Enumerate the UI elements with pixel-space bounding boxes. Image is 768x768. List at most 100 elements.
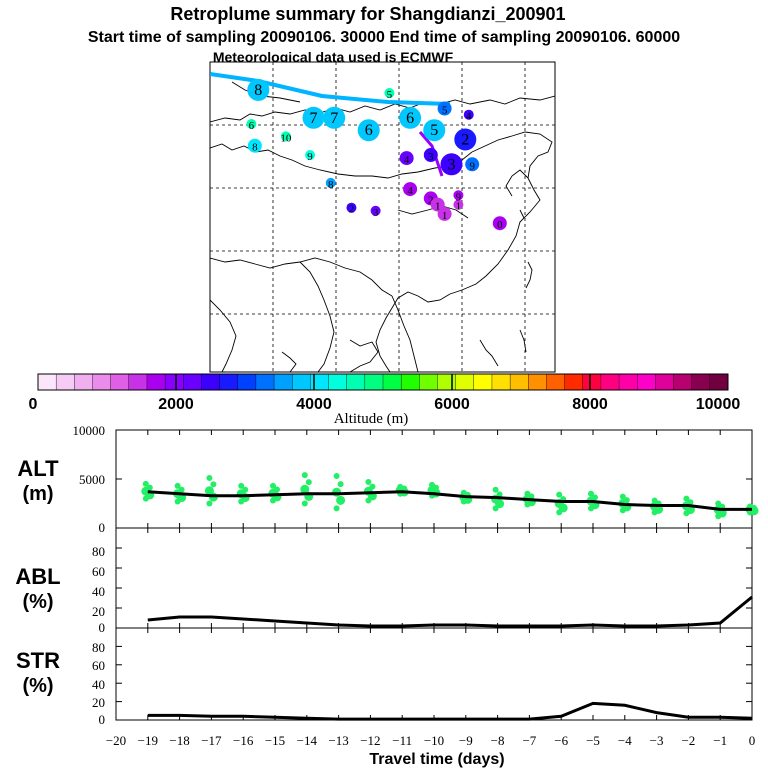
alt-scatter-point [460, 489, 467, 496]
alt-scatter-point [270, 482, 276, 489]
colorbar-cell [437, 373, 457, 391]
alt-scatter-point [333, 505, 340, 512]
colorbar-cell [473, 373, 493, 391]
alt-scatter-point [242, 486, 249, 493]
colorbar-cell [691, 373, 711, 391]
plume-point-label: 6 [365, 122, 373, 139]
x-tick-labels: −20 −19 −18 −17 −16 −15 −14 −13 −12 −11 −10 −9 −8 −7−… [106, 733, 755, 748]
plume-point [463, 109, 474, 120]
plume-point-label: 2 [349, 204, 355, 216]
x-tick-label: −1 [713, 733, 727, 748]
x-tick-label: −2 [681, 733, 695, 748]
alt-scatter-point [369, 483, 376, 490]
colorbar-cell [673, 373, 693, 391]
alt-unit: (m) [22, 483, 53, 505]
alt-scatter-point [687, 499, 694, 506]
plume-point [440, 153, 463, 176]
plume-point-label: 8 [252, 142, 258, 154]
alt-scatter-point [683, 495, 690, 502]
plume-point [346, 202, 357, 213]
colorbar-cell [328, 373, 348, 391]
str-label: STR [16, 648, 60, 673]
plume-point-label: 3 [448, 156, 456, 173]
title-line-3: Meteorological data used is ECMWF [213, 49, 454, 65]
alt-label: ALT [17, 456, 59, 481]
plume-point [492, 216, 507, 231]
colorbar-label: Altitude (m) [334, 411, 409, 427]
alt-scatter-point [715, 500, 722, 507]
plume-point-label: 2 [461, 132, 469, 149]
alt-scatter-point [337, 481, 344, 488]
alt-scatter [141, 472, 759, 520]
colorbar-cell [255, 373, 275, 391]
abl-ytick-label: 80 [92, 544, 105, 559]
colorbar-cell [37, 373, 57, 391]
alt-scatter-point [204, 486, 214, 496]
plume-point-label: 0 [497, 219, 503, 231]
colorbar-tick-2000: 2000 [158, 396, 194, 413]
abl-panel: ABL (%) 80 60 40 20 0 [15, 527, 753, 635]
x-tick-label: −12 [360, 733, 380, 748]
colorbar-cell [419, 373, 438, 391]
plume-point [305, 150, 316, 160]
plume-point [246, 119, 257, 129]
colorbar-cells [37, 373, 729, 391]
alt-scatter-point [300, 484, 310, 494]
colorbar-cell [183, 373, 202, 391]
alt-scatter-point [556, 491, 563, 498]
str-unit: (%) [22, 675, 53, 697]
abl-ytick-label: 60 [92, 564, 105, 579]
alt-scatter-point [178, 486, 185, 493]
plume-point [280, 131, 291, 142]
str-ytick-label: 40 [92, 677, 105, 692]
alt-scatter-point [588, 490, 594, 497]
alt-scatter-point [142, 480, 149, 487]
colorbar-cell [709, 373, 729, 391]
colorbar-tick-4000: 4000 [296, 396, 332, 413]
plume-point-label: 1 [442, 210, 448, 222]
map-coastlines [210, 81, 555, 372]
x-tick-label: −19 [138, 733, 158, 748]
alt-scatter-point [146, 484, 153, 491]
colorbar-cell [92, 373, 112, 391]
str-panel: STR (%) 80 60 40 20 0 [16, 627, 753, 727]
alt-scatter-point [238, 482, 245, 489]
alt-ytick-label: 0 [99, 520, 106, 535]
colorbar-cell [201, 373, 221, 391]
plume-point-label: 4 [404, 154, 410, 166]
plume-point [437, 101, 452, 116]
colorbar-cell [637, 373, 656, 391]
plume-point [437, 206, 452, 221]
alt-ytick-label: 5000 [79, 472, 105, 487]
map-grid [210, 62, 555, 372]
plume-point-label: 9 [456, 191, 462, 203]
colorbar-cell [582, 373, 602, 391]
title-line-2: Start time of sampling 20090106. 30000 E… [88, 29, 680, 46]
alt-frame [115, 429, 753, 529]
abl-ytick-label: 0 [99, 620, 106, 635]
plume-point [302, 106, 325, 129]
x-tick-label: −3 [650, 733, 664, 748]
series-line [147, 595, 753, 628]
colorbar-cell [110, 373, 130, 391]
x-tick-label: −10 [424, 733, 444, 748]
series-line [147, 701, 753, 721]
x-tick-label: 0 [749, 733, 756, 748]
colorbar-cell [74, 373, 93, 391]
colorbar-cell [509, 373, 529, 391]
colorbar-cell [346, 373, 366, 391]
str-frame [115, 627, 753, 721]
plume-point-label: 6 [406, 110, 414, 127]
colorbar-cell [310, 373, 330, 391]
alt-scatter-point [301, 500, 308, 507]
colorbar-tick-8000: 8000 [572, 396, 608, 413]
plume-point [247, 138, 262, 153]
str-line [147, 701, 753, 721]
plume-point [453, 190, 464, 201]
colorbar-cell [219, 373, 239, 391]
colorbar-tick-10000: 10000 [696, 396, 741, 413]
abl-unit: (%) [22, 591, 53, 613]
plume-point-label: 4 [407, 185, 413, 197]
